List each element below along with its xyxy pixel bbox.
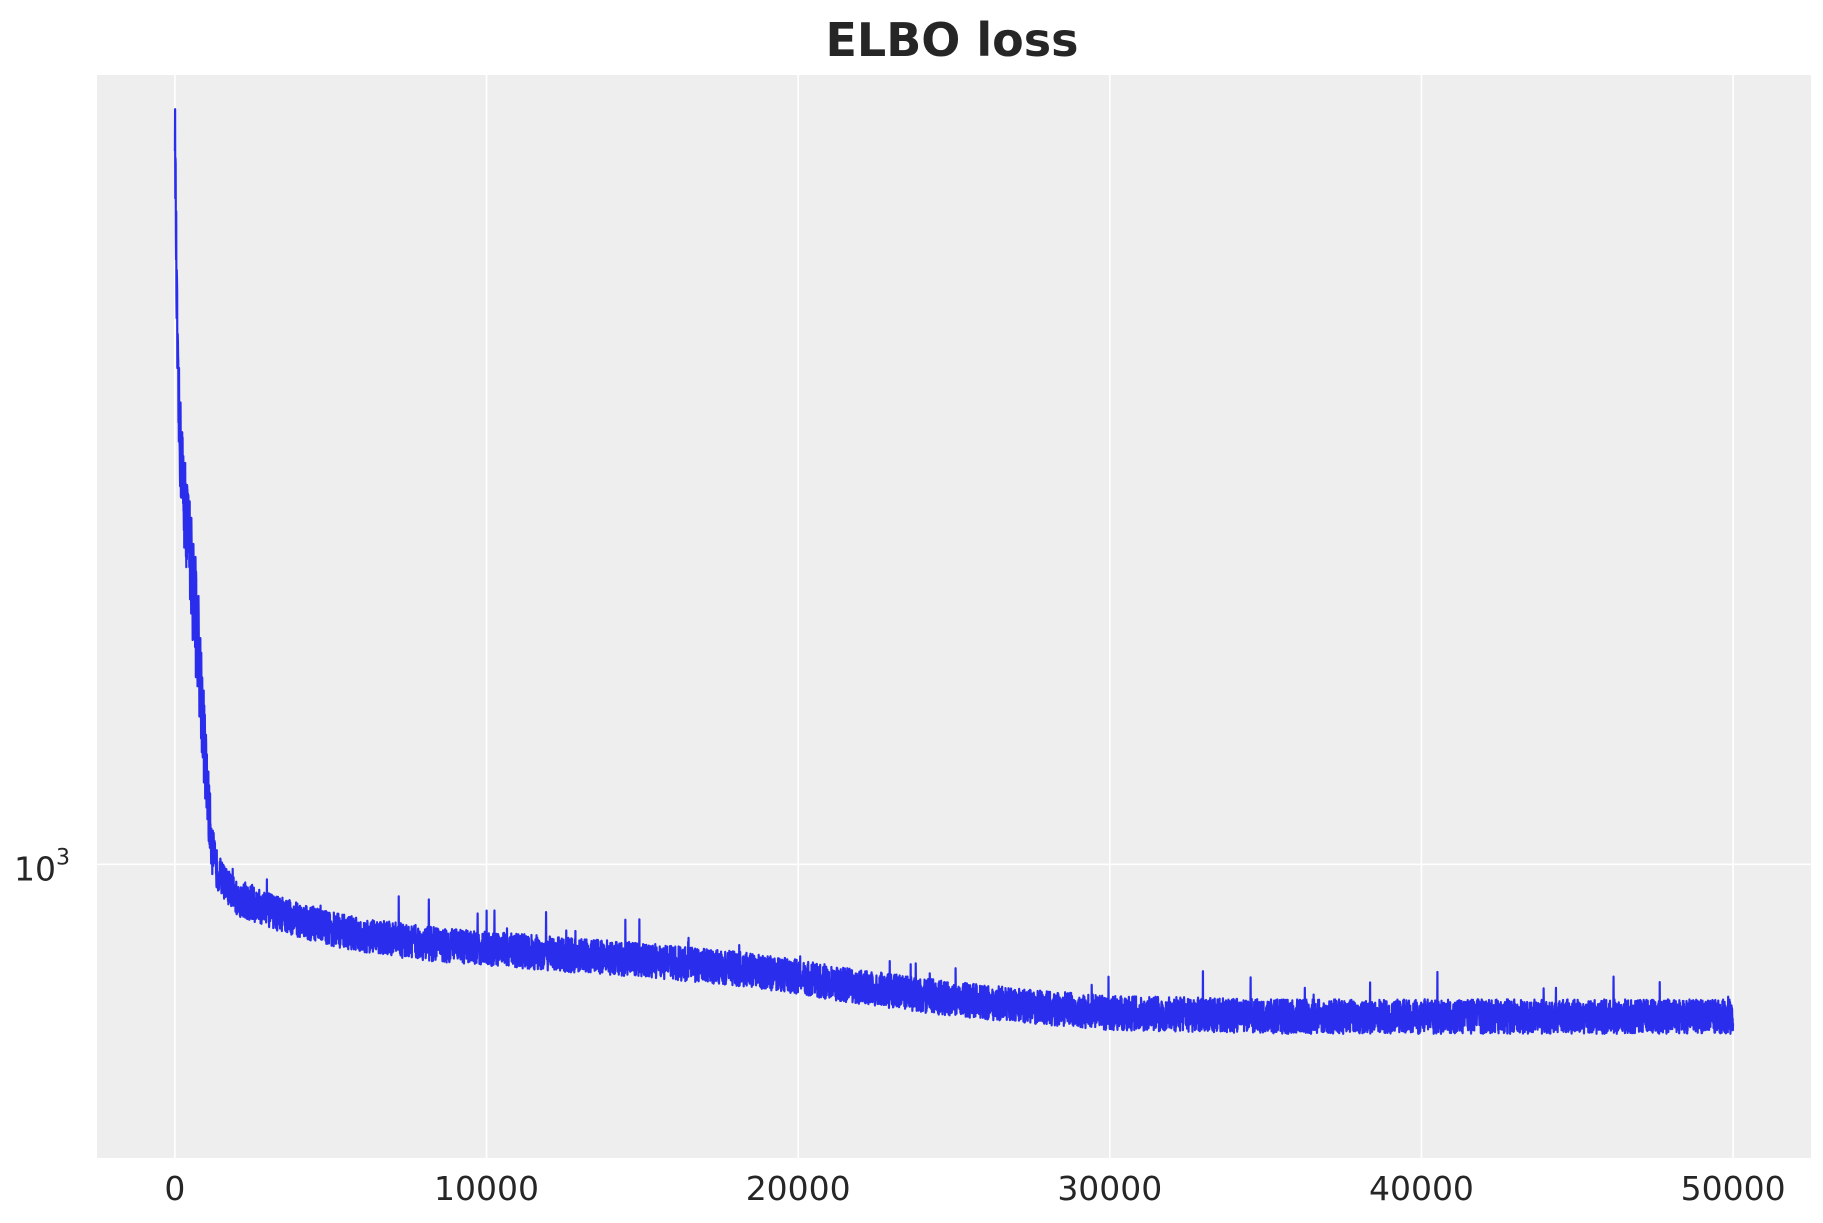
x-tick-label: 10000 <box>434 1169 539 1208</box>
y-tick-base: 10 <box>14 849 56 888</box>
x-tick-label: 40000 <box>1369 1169 1474 1208</box>
x-tick-label: 0 <box>164 1169 185 1208</box>
y-tick-label: 103 <box>14 845 70 888</box>
x-tick-label: 50000 <box>1681 1169 1786 1208</box>
y-tick-labels: 103 <box>14 845 70 888</box>
series-line <box>173 108 1735 1035</box>
chart-title: ELBO loss <box>825 13 1078 67</box>
y-tick-exponent: 3 <box>56 845 70 870</box>
x-tick-label: 30000 <box>1057 1169 1162 1208</box>
x-tick-label: 20000 <box>746 1169 851 1208</box>
plot-area <box>97 75 1811 1158</box>
series-layer <box>173 108 1735 1035</box>
x-tick-labels: 0 10000 20000 30000 40000 50000 <box>164 1169 1785 1208</box>
